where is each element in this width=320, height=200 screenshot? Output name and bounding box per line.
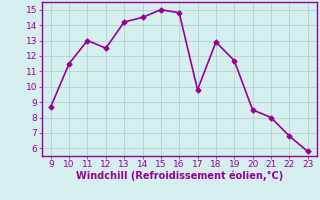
X-axis label: Windchill (Refroidissement éolien,°C): Windchill (Refroidissement éolien,°C) <box>76 171 283 181</box>
